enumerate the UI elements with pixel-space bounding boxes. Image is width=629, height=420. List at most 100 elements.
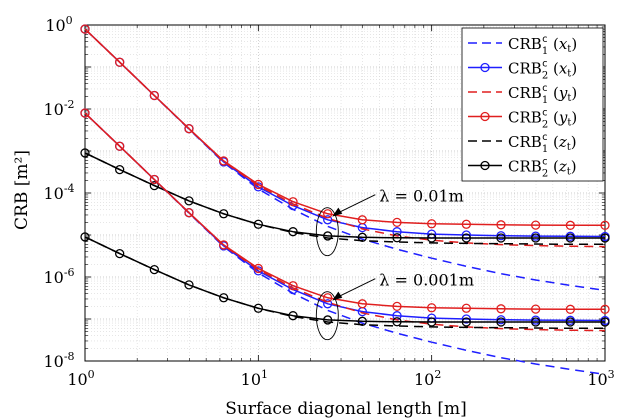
y-tick-label: 10-8 bbox=[43, 350, 74, 371]
series-line bbox=[84, 236, 605, 330]
data-point bbox=[496, 220, 506, 230]
data-point bbox=[115, 248, 125, 259]
data-point bbox=[427, 233, 437, 243]
x-tick-label: 101 bbox=[241, 368, 268, 389]
data-point bbox=[496, 304, 506, 314]
annotation-label: λ = 0.01m bbox=[379, 187, 464, 206]
legend-entry: CRBc 2 (yt) bbox=[508, 108, 577, 131]
data-point bbox=[496, 317, 506, 327]
data-point bbox=[565, 233, 575, 243]
x-tick-label: 102 bbox=[414, 368, 441, 389]
data-point bbox=[461, 303, 471, 313]
legend: CRBc 1 (xt)CRBc 2 (xt)CRBc 1 (yt)CRBc 2 (yt)… bbox=[461, 27, 604, 182]
y-tick-label: 10-6 bbox=[43, 266, 74, 287]
data-point bbox=[427, 219, 437, 229]
legend-box bbox=[461, 27, 604, 182]
series-line bbox=[84, 112, 605, 311]
data-point bbox=[184, 208, 194, 218]
data-point bbox=[600, 233, 610, 243]
data-point bbox=[531, 304, 541, 314]
legend-marker bbox=[480, 62, 490, 73]
data-point bbox=[531, 220, 541, 230]
data-point bbox=[392, 233, 402, 243]
data-point bbox=[392, 301, 402, 312]
data-point bbox=[115, 164, 125, 175]
data-point bbox=[115, 141, 125, 151]
data-point bbox=[288, 281, 298, 291]
data-point bbox=[357, 299, 367, 309]
data-point bbox=[184, 196, 194, 206]
data-point bbox=[80, 24, 90, 34]
data-point bbox=[323, 231, 333, 241]
data-point bbox=[323, 293, 333, 303]
annotation-ellipse bbox=[315, 207, 339, 257]
data-point bbox=[357, 232, 367, 242]
data-point bbox=[219, 240, 229, 250]
annotations: λ = 0.01m λ = 0.001m bbox=[315, 187, 474, 341]
y-tick-label: 10-4 bbox=[43, 182, 74, 203]
data-point bbox=[80, 108, 90, 118]
annotation-ellipse bbox=[315, 291, 339, 341]
legend-entry: CRBc 1 (xt) bbox=[508, 34, 577, 57]
data-point bbox=[461, 314, 471, 324]
data-point bbox=[565, 220, 575, 230]
data-point bbox=[392, 317, 402, 327]
data-point bbox=[80, 148, 90, 158]
data-point bbox=[600, 220, 610, 230]
data-point bbox=[80, 232, 90, 242]
y-tick-label: 10-2 bbox=[43, 98, 74, 119]
x-axis-label: Surface diagonal length [m] bbox=[225, 399, 467, 419]
data-point bbox=[357, 316, 367, 326]
data-point bbox=[253, 303, 263, 313]
data-point bbox=[253, 179, 263, 190]
data-point bbox=[565, 304, 575, 314]
legend-marker bbox=[480, 111, 490, 122]
data-point bbox=[531, 233, 541, 243]
legend-entry: CRBc 2 (xt) bbox=[508, 59, 577, 82]
data-point bbox=[565, 317, 575, 327]
data-point bbox=[184, 124, 194, 134]
data-point bbox=[392, 217, 402, 228]
data-point bbox=[427, 317, 437, 327]
data-point bbox=[461, 230, 471, 240]
x-tick-label: 103 bbox=[587, 368, 614, 389]
data-point bbox=[323, 215, 333, 225]
data-point bbox=[323, 299, 333, 309]
data-point bbox=[253, 219, 263, 229]
data-point bbox=[357, 215, 367, 225]
data-point bbox=[600, 304, 610, 314]
series-line bbox=[84, 28, 605, 227]
series-line bbox=[84, 236, 605, 323]
data-point bbox=[219, 209, 229, 219]
annotation-label: λ = 0.001m bbox=[379, 271, 474, 290]
data-point bbox=[149, 264, 159, 275]
data-point bbox=[323, 315, 333, 325]
x-tick-label: 100 bbox=[67, 368, 94, 389]
data-point bbox=[461, 233, 471, 243]
data-point bbox=[600, 317, 610, 327]
annotation-arrow bbox=[334, 278, 376, 300]
y-axis-label: CRB [m²] bbox=[12, 150, 32, 230]
data-point bbox=[219, 293, 229, 303]
data-point bbox=[427, 303, 437, 313]
legend-entry: CRBc 2 (zt) bbox=[508, 157, 577, 180]
series-lines bbox=[80, 24, 610, 376]
legend-entry: CRBc 1 (zt) bbox=[508, 132, 577, 155]
data-point bbox=[288, 227, 298, 237]
y-tick-label: 100 bbox=[45, 14, 72, 35]
data-point bbox=[149, 174, 159, 185]
data-point bbox=[288, 311, 298, 321]
annotation-arrowhead bbox=[332, 207, 343, 217]
data-point bbox=[496, 233, 506, 243]
data-point bbox=[253, 263, 263, 274]
legend-marker bbox=[480, 160, 490, 171]
data-point bbox=[323, 209, 333, 219]
annotation-arrowhead bbox=[332, 291, 343, 301]
data-point bbox=[115, 57, 125, 67]
data-point bbox=[219, 156, 229, 166]
data-point bbox=[461, 219, 471, 229]
data-point bbox=[149, 90, 159, 101]
data-point bbox=[184, 280, 194, 290]
data-point bbox=[461, 317, 471, 327]
